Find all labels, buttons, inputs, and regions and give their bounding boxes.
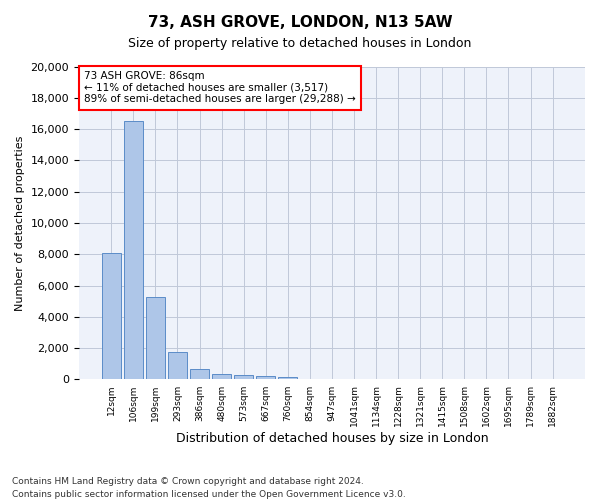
X-axis label: Distribution of detached houses by size in London: Distribution of detached houses by size … (176, 432, 488, 445)
Text: 73, ASH GROVE, LONDON, N13 5AW: 73, ASH GROVE, LONDON, N13 5AW (148, 15, 452, 30)
Text: 73 ASH GROVE: 86sqm
← 11% of detached houses are smaller (3,517)
89% of semi-det: 73 ASH GROVE: 86sqm ← 11% of detached ho… (84, 71, 356, 104)
Y-axis label: Number of detached properties: Number of detached properties (15, 136, 25, 310)
Text: Size of property relative to detached houses in London: Size of property relative to detached ho… (128, 38, 472, 51)
Bar (102, 252, 121, 380)
Bar (256, 376, 275, 380)
Bar (146, 296, 165, 380)
Bar (168, 352, 187, 380)
Bar (124, 122, 143, 380)
Text: Contains HM Land Registry data © Crown copyright and database right 2024.: Contains HM Land Registry data © Crown c… (12, 478, 364, 486)
Bar (301, 378, 319, 380)
Bar (212, 374, 231, 380)
Bar (190, 370, 209, 380)
Text: Contains public sector information licensed under the Open Government Licence v3: Contains public sector information licen… (12, 490, 406, 499)
Bar (235, 375, 253, 380)
Bar (278, 377, 297, 380)
